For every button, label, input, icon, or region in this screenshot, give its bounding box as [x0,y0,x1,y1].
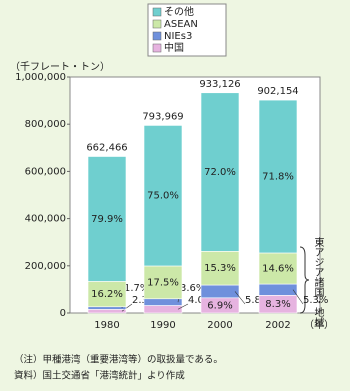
leader-line [234,291,246,305]
total-label: 793,969 [142,112,183,123]
region-label: 東アジア諸国・地域 [312,236,324,327]
total-label: 933,126 [199,79,240,90]
y-tick-label: 400,000 [25,214,66,225]
total-label: 662,466 [86,143,127,154]
legend-swatch [152,31,162,41]
legend-label: 中国 [164,41,184,54]
value-label: 75.0% [147,191,179,202]
legend-swatch [152,7,162,17]
region-brace [299,246,310,314]
value-label: 5.3% [303,295,328,306]
value-label: 5.8% [245,295,270,306]
value-label: 14.6% [262,264,294,275]
bar-segment [258,283,298,296]
y-tick-label: 600,000 [25,166,66,177]
bar-segment [258,252,298,285]
leader-line [292,289,304,305]
legend-label: ASEAN [164,19,198,30]
total-label: 902,154 [257,86,298,97]
legend-label: その他 [164,5,194,18]
bar-segment [200,92,240,252]
value-label: 1.7% [124,283,149,294]
x-tick-label: 1990 [150,320,175,331]
legend-swatch [152,43,162,53]
bar-segment [143,305,183,314]
note: （注）甲種港湾（重要港湾等）の取扱量である。 [14,354,223,366]
leader-line [121,303,133,312]
leader-line [177,303,189,310]
value-label: 17.5% [147,277,179,288]
note: 資料）国土交通省「港湾統計」より作成 [14,370,185,382]
bar-segment [258,99,298,254]
value-label: 6.9% [207,300,232,311]
x-tick-label: 2002 [265,320,290,331]
value-label: 3.6% [180,283,205,294]
bar-segment [200,284,240,299]
y-tick-label: 1,000,000 [15,72,66,83]
legend-swatch [152,19,162,29]
y-tick-label: 800,000 [25,119,66,130]
value-label: 71.8% [262,172,294,183]
bar-segment [87,156,127,282]
bar-segment [87,309,127,314]
y-axis-label: （千フレート・トン） [10,61,110,73]
bar-segment [143,265,183,300]
y-tick-label: 200,000 [25,261,66,272]
value-label: 16.2% [91,289,123,300]
value-label: 15.3% [204,263,236,274]
x-tick-label: 1980 [94,320,119,331]
x-axis-label: （年） [304,318,334,331]
x-tick-label: 2000 [207,320,232,331]
value-label: 72.0% [204,167,236,178]
value-label: 79.9% [91,214,123,225]
bar-segment [87,306,127,310]
bar-segment [200,251,240,286]
legend-label: NIEs3 [164,31,192,42]
bar-segment [87,281,127,308]
bar-segment [143,125,183,267]
bar-segment [143,298,183,306]
y-tick-label: 0 [60,308,66,319]
value-label: 8.3% [265,299,290,310]
